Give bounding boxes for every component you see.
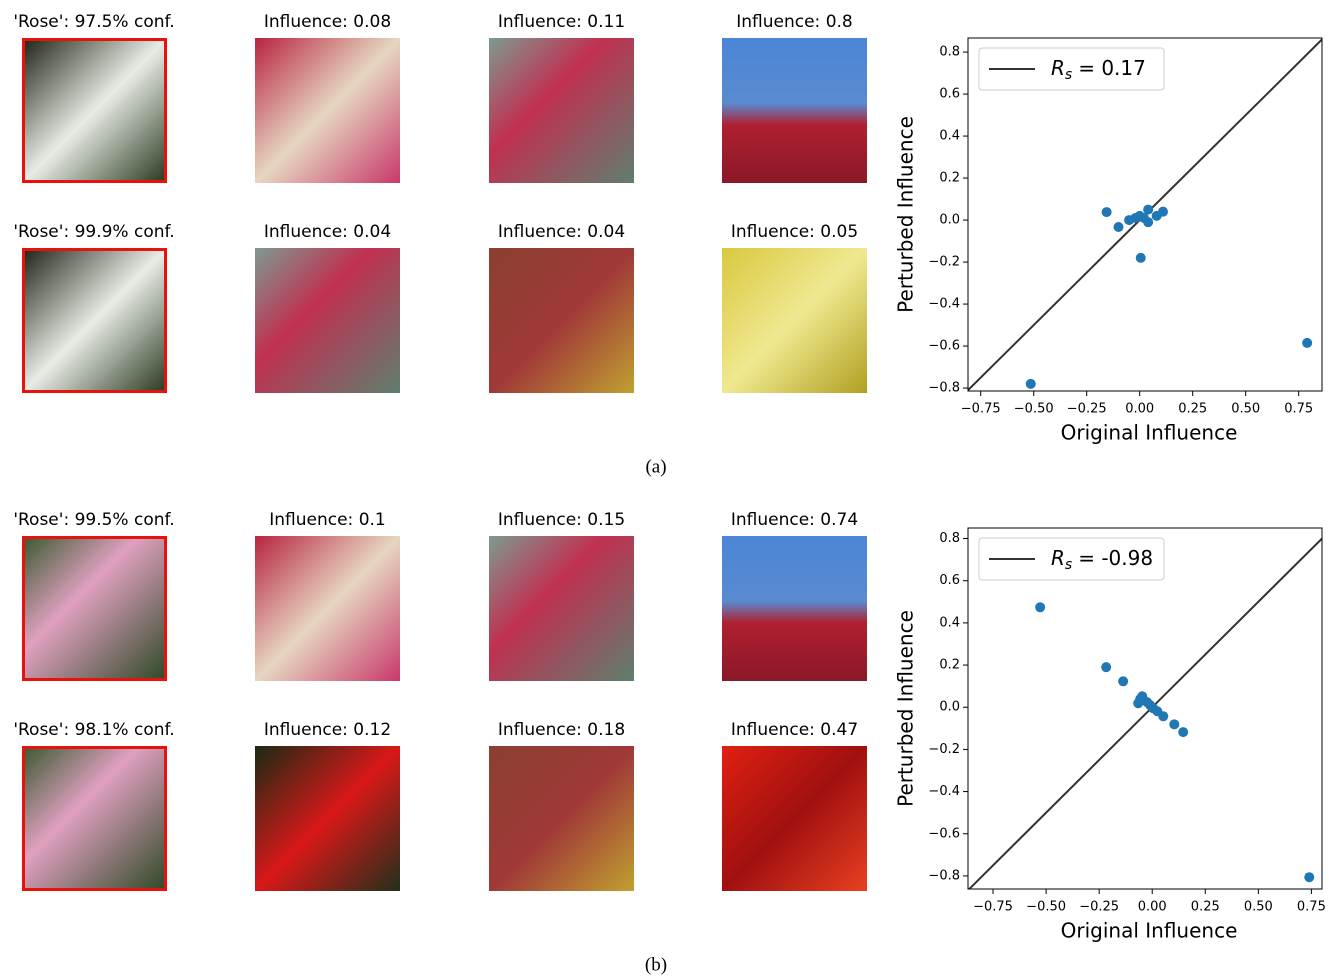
x-axis-label: Original Influence [1061,421,1238,445]
page: 'Rose': 97.5% conf. Influence: 0.08 Influe… [0,0,1329,976]
x-tick-label: −0.50 [1026,900,1066,915]
x-tick-label: −0.25 [1067,402,1107,417]
point [1178,727,1188,737]
y-tick-label: 0.6 [939,87,960,102]
neighbor-image [489,536,634,681]
query-image [24,250,166,392]
point [1158,207,1168,217]
y-tick-label: −0.6 [928,826,960,841]
point [1102,207,1112,217]
x-tick-label: 0.75 [1297,900,1326,915]
neighbor-image [489,248,634,393]
y-tick-label: 0.0 [939,700,960,715]
y-tick-label: 0.4 [939,615,960,630]
point [1101,662,1111,672]
influence-label: Influence: 0.04 [498,222,625,242]
influence-label: Influence: 0.8 [736,12,852,32]
x-tick-label: 0.75 [1284,402,1313,417]
y-tick-label: −0.8 [928,868,960,883]
y-tick-label: 0.4 [939,129,960,144]
x-tick-label: 0.00 [1125,402,1154,417]
neighbor-image [255,536,400,681]
query-image [24,748,166,890]
x-tick-label: 0.00 [1138,900,1167,915]
y-tick-label: 0.0 [939,213,960,228]
query-label: 'Rose': 97.5% conf. [13,12,174,32]
influence-label: Influence: 0.12 [264,720,391,740]
query-image [24,40,166,182]
neighbor-image [722,746,867,891]
neighbor-image [722,248,867,393]
y-axis-label: Perturbed Influence [894,116,918,313]
plot-frame [968,528,1322,889]
x-tick-label: −0.50 [1014,402,1054,417]
panel-caption: (a) [645,456,666,477]
point [1118,676,1128,686]
y-tick-label: −0.8 [928,381,960,396]
y-tick-label: 0.8 [939,531,960,546]
legend-text: = -0.98 [1078,546,1153,570]
legend-subscript: s [1065,557,1072,573]
x-tick-label: 0.25 [1191,900,1220,915]
y-tick-label: 0.2 [939,171,960,186]
influence-label: Influence: 0.74 [731,510,858,530]
y-axis-label: Perturbed Influence [894,610,918,807]
x-axis-label: Original Influence [1061,919,1238,943]
legend-subscript: s [1065,67,1072,83]
influence-label: Influence: 0.15 [498,510,625,530]
neighbor-image [255,38,400,183]
y-tick-label: −0.2 [928,742,960,757]
query-image [24,538,166,680]
point [1169,719,1179,729]
figure: 'Rose': 97.5% conf. Influence: 0.08 Influe… [0,0,1329,976]
point [1035,602,1045,612]
point [1158,711,1168,721]
influence-label: Influence: 0.1 [269,510,385,530]
influence-label: Influence: 0.47 [731,720,858,740]
legend-text: = 0.17 [1078,56,1146,80]
x-tick-label: −0.25 [1079,900,1119,915]
x-tick-label: 0.50 [1231,402,1260,417]
point [1114,222,1124,232]
legend-symbol: R [1051,56,1065,80]
influence-label: Influence: 0.18 [498,720,625,740]
point [1133,698,1143,708]
x-tick-label: −0.75 [961,402,1001,417]
x-tick-label: 0.25 [1178,402,1207,417]
neighbor-image [489,38,634,183]
point [1026,379,1036,389]
influence-label: Influence: 0.05 [731,222,858,242]
point [1302,338,1312,348]
neighbor-image [255,248,400,393]
point [1143,205,1153,215]
point [1304,872,1314,882]
y-tick-label: −0.6 [928,339,960,354]
x-tick-label: 0.50 [1244,900,1273,915]
y-tick-label: −0.4 [928,297,960,312]
y-tick-label: 0.8 [939,45,960,60]
query-label: 'Rose': 99.9% conf. [13,222,174,242]
influence-label: Influence: 0.04 [264,222,391,242]
influence-label: Influence: 0.08 [264,12,391,32]
x-tick-label: −0.75 [973,900,1013,915]
point [1143,217,1153,227]
neighbor-image [722,536,867,681]
point [1136,253,1146,263]
y-tick-label: 0.2 [939,658,960,673]
y-tick-label: −0.2 [928,255,960,270]
query-label: 'Rose': 99.5% conf. [13,510,174,530]
query-label: 'Rose': 98.1% conf. [13,720,174,740]
neighbor-image [255,746,400,891]
legend-symbol: R [1051,546,1065,570]
influence-label: Influence: 0.11 [498,12,625,32]
panel-caption: (b) [645,954,667,975]
y-tick-label: −0.4 [928,784,960,799]
y-tick-label: 0.6 [939,573,960,588]
neighbor-image [489,746,634,891]
neighbor-image [722,38,867,183]
